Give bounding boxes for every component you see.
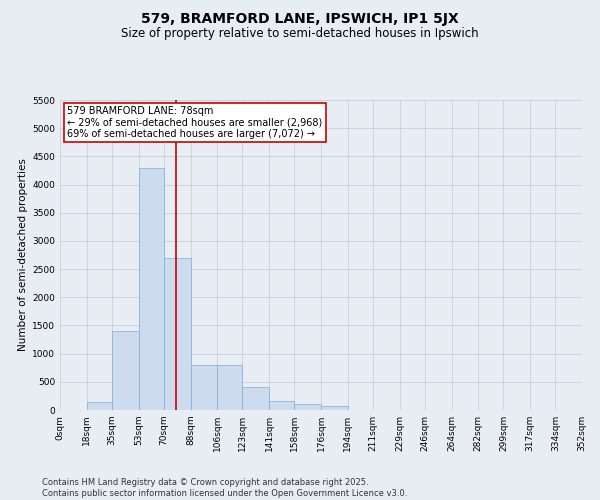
Bar (269, 402, 295, 410)
Bar (191, 365, 217, 410)
Text: 579 BRAMFORD LANE: 78sqm
← 29% of semi-detached houses are smaller (2,968)
69% o: 579 BRAMFORD LANE: 78sqm ← 29% of semi-d… (67, 106, 323, 139)
Text: 579, BRAMFORD LANE, IPSWICH, IP1 5JX: 579, BRAMFORD LANE, IPSWICH, IP1 5JX (141, 12, 459, 26)
Bar (295, 404, 321, 410)
Y-axis label: Number of semi-detached properties: Number of semi-detached properties (18, 158, 28, 352)
Bar (217, 365, 242, 410)
Text: Size of property relative to semi-detached houses in Ipswich: Size of property relative to semi-detach… (121, 28, 479, 40)
Text: Contains HM Land Registry data © Crown copyright and database right 2025.
Contai: Contains HM Land Registry data © Crown c… (42, 478, 407, 498)
Bar (139, 168, 164, 410)
Bar (321, 406, 347, 410)
Bar (164, 258, 191, 410)
Bar (112, 331, 139, 410)
Bar (242, 388, 269, 410)
Bar (86, 402, 112, 410)
